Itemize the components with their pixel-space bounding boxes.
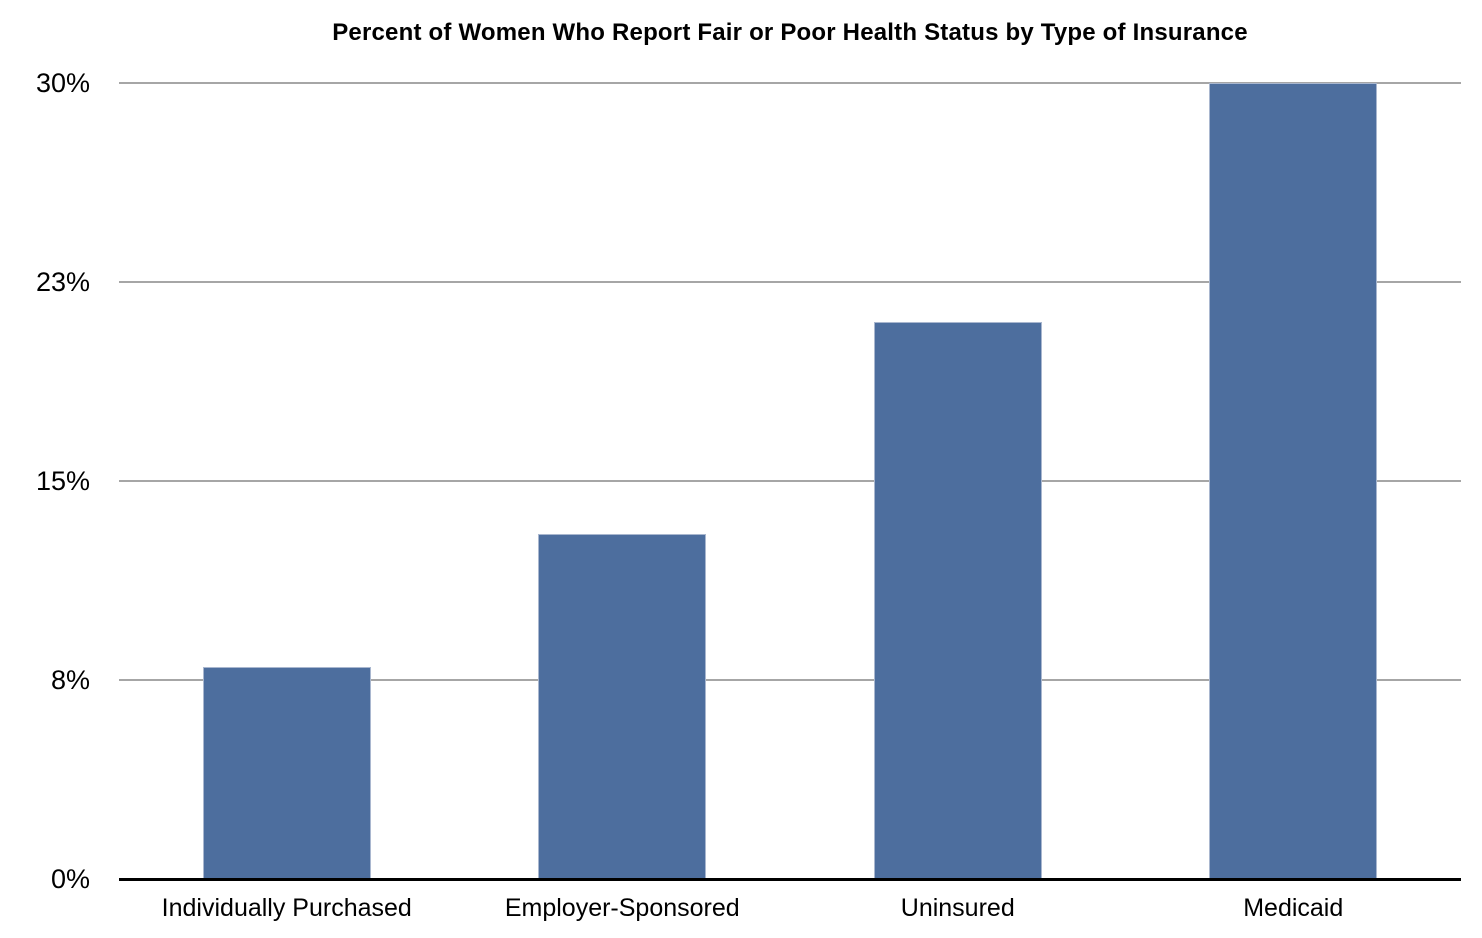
y-gridline xyxy=(119,679,1461,681)
y-gridline xyxy=(119,480,1461,482)
y-gridline xyxy=(119,82,1461,84)
chart-title: Percent of Women Who Report Fair or Poor… xyxy=(332,19,1248,46)
y-axis-tick-label: 15% xyxy=(35,466,90,496)
y-axis-tick-label: 30% xyxy=(35,68,90,98)
x-axis-label-employer-sponsored: Employer-Sponsored xyxy=(504,894,740,922)
y-axis-tick-label: 0% xyxy=(50,864,90,894)
y-gridline xyxy=(119,281,1461,283)
y-axis-tick-label: 23% xyxy=(35,267,90,297)
y-axis-tick-label: 8% xyxy=(50,665,90,695)
x-axis-line xyxy=(119,878,1461,881)
bar-uninsured xyxy=(873,321,1042,879)
bar-employer-sponsored xyxy=(538,534,707,879)
bar-medicaid xyxy=(1209,83,1378,879)
x-axis-label-individually-purchased: Individually Purchased xyxy=(161,894,412,922)
x-axis-label-uninsured: Uninsured xyxy=(900,894,1015,922)
x-axis-label-medicaid: Medicaid xyxy=(1243,894,1344,922)
bar-individually-purchased xyxy=(202,666,371,879)
